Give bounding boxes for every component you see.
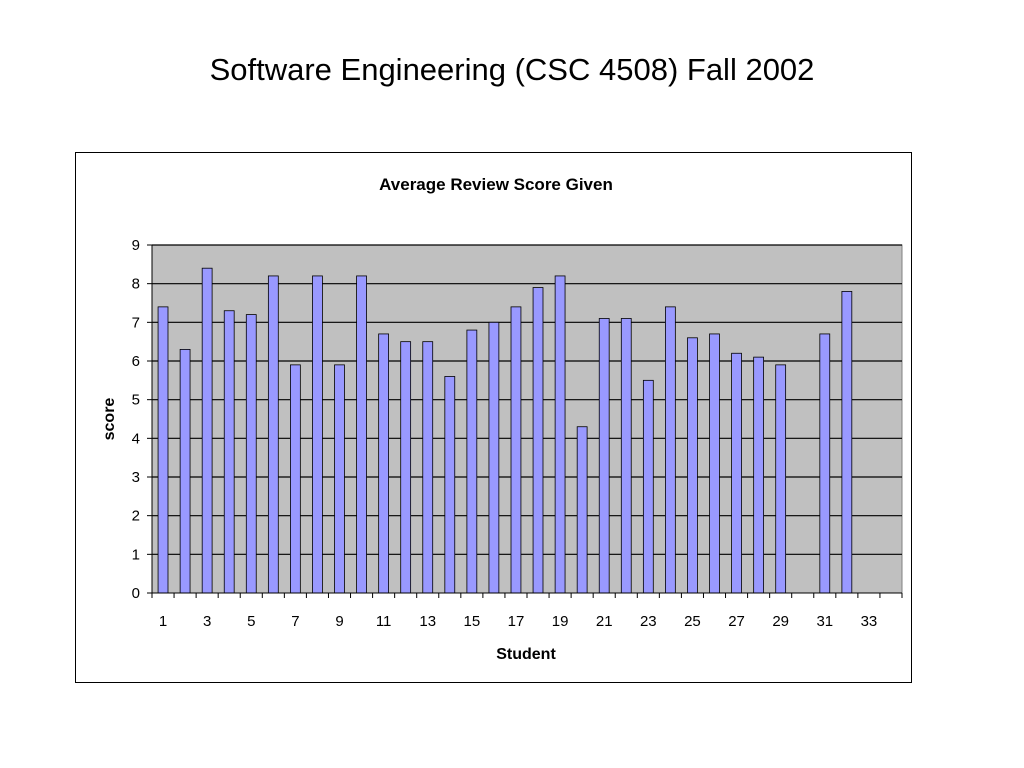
- x-tick-label: 15: [464, 613, 481, 630]
- x-axis-label: Student: [496, 646, 556, 663]
- bar-student-28: [753, 356, 764, 594]
- bar-student-26: [709, 333, 720, 594]
- bar-student-6: [267, 275, 279, 594]
- y-tick-label: 9: [132, 237, 140, 254]
- x-tick-labels: 1 3 5 7 9 11 13 15 17 19 21 23 25 27 29 31 33: [159, 613, 877, 630]
- bar-student-10: [356, 275, 367, 594]
- bar-student-9: [334, 364, 345, 594]
- bar-student-13: [422, 341, 434, 594]
- bar-student-2: [179, 348, 191, 594]
- x-tick-label: 23: [640, 613, 657, 630]
- bar-student-16: [488, 321, 500, 594]
- bar-student-4: [223, 310, 235, 594]
- bar-student-7: [290, 364, 301, 594]
- bar-student-27: [731, 352, 742, 594]
- y-tick-label: 2: [132, 508, 140, 525]
- x-tick-label: 1: [159, 613, 167, 630]
- y-tick-label: 8: [132, 276, 140, 293]
- bar-student-14: [444, 376, 456, 594]
- plot-area: [151, 244, 903, 594]
- y-tick-labels: 0 1 2 3 4 5 6 7 8 9: [132, 237, 140, 602]
- x-tick-label: 31: [816, 613, 833, 630]
- y-tick-label: 5: [132, 392, 140, 409]
- y-tick-label: 3: [132, 469, 140, 486]
- y-tick-label: 1: [132, 546, 140, 563]
- bar-student-23: [642, 379, 654, 594]
- x-tick-label: 3: [203, 613, 211, 630]
- x-tick-label: 21: [596, 613, 613, 630]
- y-axis-label: score: [101, 398, 118, 441]
- bar-student-1: [157, 306, 169, 594]
- bar-student-29: [775, 364, 787, 594]
- y-tick-label: 0: [132, 585, 140, 602]
- y-tick-label: 7: [132, 314, 140, 331]
- x-tick-label: 7: [291, 613, 299, 630]
- bar-student-12: [400, 341, 412, 594]
- bar-student-24: [665, 306, 676, 594]
- bar-student-17: [510, 306, 522, 594]
- y-tick-label: 6: [132, 353, 140, 370]
- x-tick-label: 11: [376, 613, 392, 630]
- bar-student-25: [687, 337, 698, 594]
- x-tick-label: 13: [419, 613, 436, 630]
- x-tick-label: 19: [552, 613, 569, 630]
- x-tick-label: 5: [247, 613, 255, 630]
- bar-student-22: [620, 318, 632, 594]
- bar-student-15: [466, 329, 478, 594]
- bar-student-3: [201, 267, 213, 594]
- x-tick-label: 17: [508, 613, 525, 630]
- x-tick-label: 25: [684, 613, 701, 630]
- bar-student-31: [819, 333, 831, 594]
- y-tick-label: 4: [132, 430, 140, 447]
- bar-student-21: [598, 318, 610, 594]
- bar-student-8: [312, 275, 323, 594]
- x-tick-label: 27: [728, 613, 745, 630]
- bar-student-32: [841, 290, 853, 594]
- axes: [147, 244, 903, 598]
- bars: [157, 267, 853, 594]
- slide-title: Software Engineering (CSC 4508) Fall 200…: [209, 52, 815, 87]
- bar-student-18: [532, 287, 544, 594]
- x-tick-label: 29: [772, 613, 789, 630]
- x-tick-label: 9: [335, 613, 343, 630]
- bar-student-20: [576, 426, 588, 594]
- x-tick-label: 33: [861, 613, 878, 630]
- bar-student-11: [378, 333, 389, 594]
- chart-title: Average Review Score Given: [379, 175, 613, 194]
- bar-student-5: [245, 314, 257, 594]
- bar-student-19: [554, 275, 566, 594]
